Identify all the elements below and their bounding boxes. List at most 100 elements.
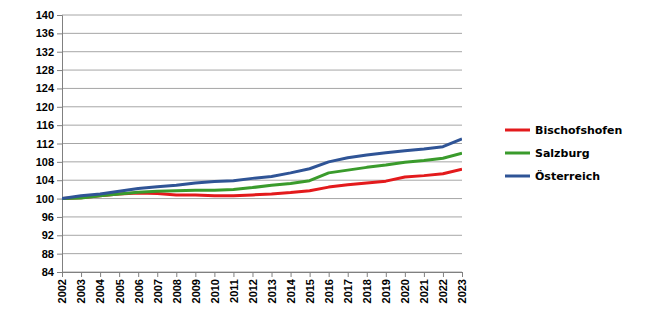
y-tick-label: 140 [36, 9, 54, 21]
y-tick-mark [57, 162, 62, 163]
x-tick: 2005 [113, 272, 125, 303]
x-tick-label: 2018 [361, 279, 373, 303]
y-tick-mark [57, 217, 62, 218]
x-tick-mark [176, 272, 177, 277]
x-tick-label: 2007 [152, 279, 164, 303]
grid-line [62, 88, 462, 89]
legend-item: Bischofshofen [505, 124, 622, 137]
x-tick-mark [462, 272, 463, 277]
x-tick-mark [272, 272, 273, 277]
y-tick: 120 [36, 101, 62, 113]
y-tick: 108 [36, 156, 62, 168]
x-tick-mark [252, 272, 253, 277]
x-tick-label: 2017 [342, 279, 354, 303]
x-tick: 2022 [437, 272, 449, 303]
x-tick: 2002 [56, 272, 68, 303]
x-tick: 2023 [456, 272, 468, 303]
x-tick: 2012 [247, 272, 259, 303]
legend-item: Österreich [505, 169, 600, 183]
x-tick-mark [119, 272, 120, 277]
chart: 8488929610010410811211612012412813213614… [0, 0, 667, 317]
y-tick: 136 [36, 27, 62, 39]
y-tick-mark [57, 235, 62, 236]
lines [62, 139, 462, 199]
x-tick-label: 2013 [266, 279, 278, 303]
x-tick-label: 2022 [437, 279, 449, 303]
x-tick: 2016 [323, 272, 335, 303]
y-tick: 112 [36, 138, 62, 150]
y-tick-label: 132 [36, 46, 54, 58]
x-tick-label: 2021 [418, 279, 430, 303]
x-tick-mark [443, 272, 444, 277]
y-tick-label: 96 [42, 211, 54, 223]
x-tick-mark [367, 272, 368, 277]
x-tick: 2020 [399, 272, 411, 303]
grid-line [62, 51, 462, 52]
y-tick-mark [57, 15, 62, 16]
y-tick-label: 108 [36, 156, 54, 168]
y-tick-label: 116 [36, 119, 54, 131]
x-tick-mark [138, 272, 139, 277]
grid-line [62, 33, 462, 34]
x-tick-mark [405, 272, 406, 277]
y-tick: 96 [42, 211, 62, 223]
y-tick-mark [57, 33, 62, 34]
x-tick-mark [214, 272, 215, 277]
x-tick-label: 2023 [456, 279, 468, 303]
grid-line [62, 180, 462, 181]
grid [62, 15, 462, 272]
y-tick: 128 [36, 64, 62, 76]
grid-line [62, 143, 462, 144]
x-tick: 2009 [190, 272, 202, 303]
x-tick-label: 2005 [113, 279, 125, 303]
y-tick: 92 [42, 229, 62, 241]
legend-swatch [505, 129, 530, 132]
y-tick-mark [57, 199, 62, 200]
legend-label: Österreich [535, 169, 600, 183]
y-tick-mark [57, 125, 62, 126]
x-tick-mark [195, 272, 196, 277]
x-tick: 2006 [133, 272, 145, 303]
x-tick-mark [348, 272, 349, 277]
y-tick-label: 128 [36, 64, 54, 76]
x-tick: 2019 [380, 272, 392, 303]
x-tick: 2013 [266, 272, 278, 303]
y-tick-mark [57, 70, 62, 71]
y-tick-mark [57, 180, 62, 181]
y-tick: 84 [42, 266, 62, 278]
x-axis: 2002200320042005200620072008200920102011… [56, 272, 468, 303]
y-tick-mark [57, 254, 62, 255]
x-tick-label: 2020 [399, 279, 411, 303]
y-axis-line [57, 16, 63, 273]
x-tick-label: 2015 [304, 279, 316, 303]
x-tick: 2008 [171, 272, 183, 303]
y-tick-label: 120 [36, 101, 54, 113]
x-tick: 2010 [209, 272, 221, 303]
y-tick: 132 [36, 46, 62, 58]
grid-line [62, 216, 462, 217]
x-tick-label: 2002 [56, 279, 68, 303]
x-tick: 2021 [418, 272, 430, 303]
x-tick: 2003 [75, 272, 87, 303]
x-tick-label: 2009 [190, 279, 202, 303]
y-tick-mark [57, 272, 62, 273]
y-tick: 88 [42, 248, 62, 260]
grid-line [62, 198, 462, 199]
x-tick-mark [329, 272, 330, 277]
y-tick-mark [57, 107, 62, 108]
x-tick-mark [157, 272, 158, 277]
y-tick-label: 92 [42, 229, 54, 241]
x-tick-label: 2019 [380, 279, 392, 303]
grid-line [62, 235, 462, 236]
y-tick-label: 104 [36, 174, 55, 186]
x-tick-label: 2003 [75, 279, 87, 303]
y-tick-label: 100 [36, 193, 54, 205]
x-tick-mark [310, 272, 311, 277]
y-tick-label: 88 [42, 248, 54, 260]
x-tick-label: 2016 [323, 279, 335, 303]
x-tick: 2015 [304, 272, 316, 303]
legend-swatch [505, 175, 530, 178]
y-tick: 100 [36, 193, 62, 205]
grid-line [62, 15, 462, 16]
y-tick-mark [57, 144, 62, 145]
